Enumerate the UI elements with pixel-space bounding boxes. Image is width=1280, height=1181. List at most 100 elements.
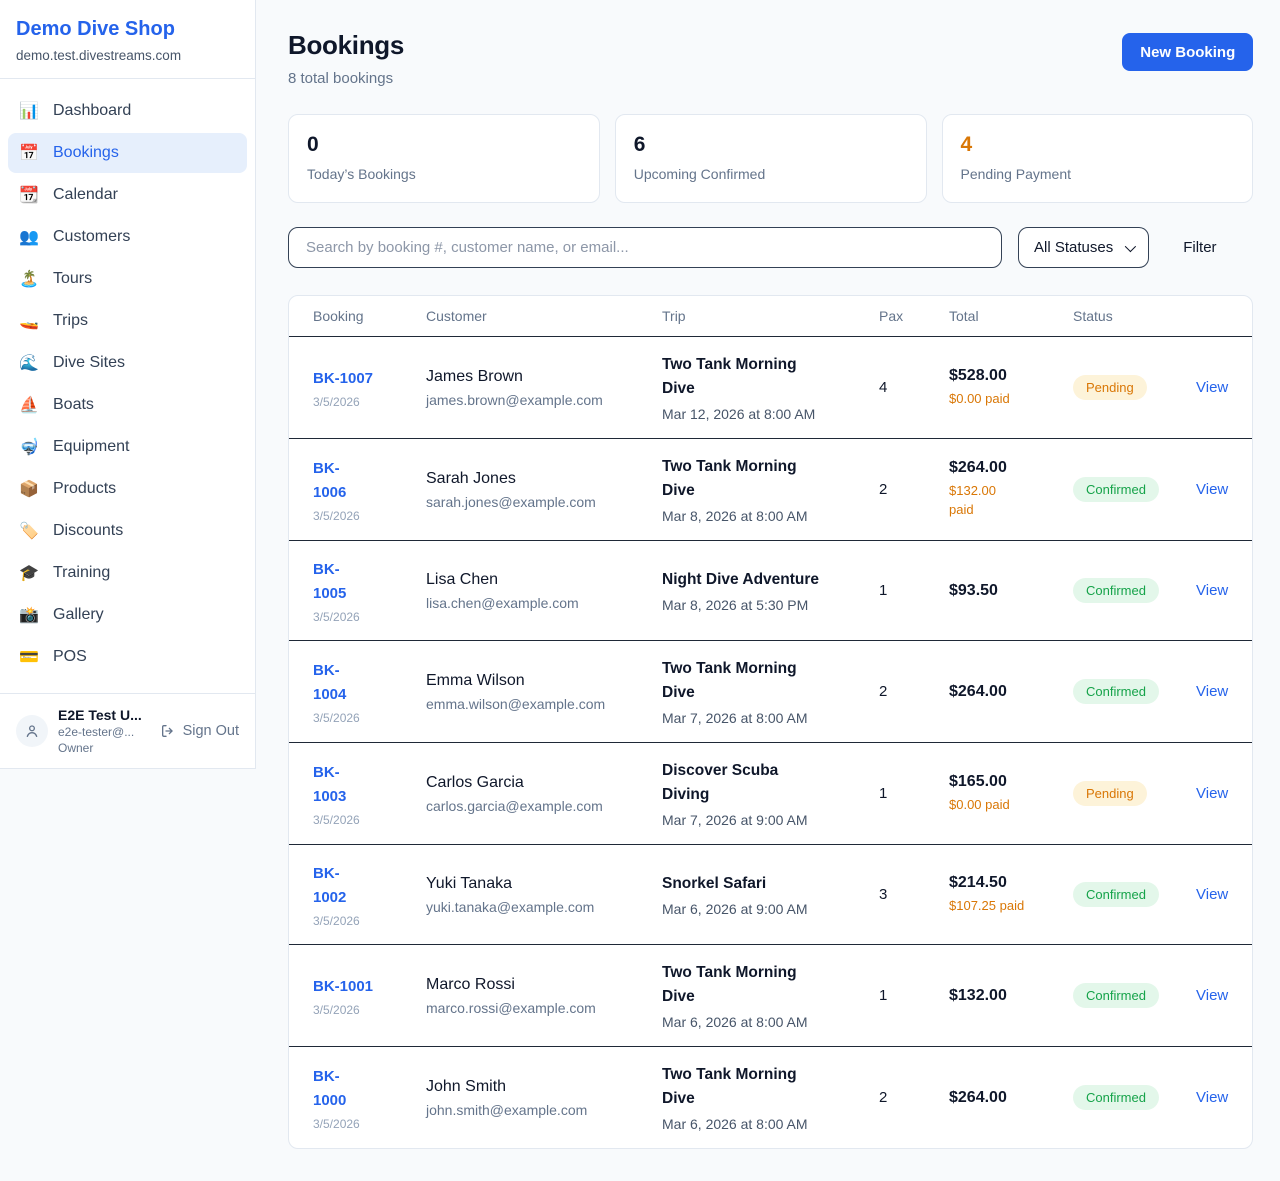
- pax-count: 4: [879, 379, 888, 397]
- customer-name: James Brown: [426, 367, 523, 385]
- trip-name: Snorkel Safari: [662, 875, 767, 893]
- total-amount: $264.00: [949, 459, 1007, 477]
- sidebar-item-customers[interactable]: 👥 Customers: [19, 228, 131, 246]
- shop-name[interactable]: Demo Dive Shop: [16, 18, 175, 40]
- pax-count: 1: [879, 987, 888, 1005]
- sidebar-item-gallery[interactable]: 📸 Gallery: [19, 606, 104, 624]
- column-header-pax: Pax: [879, 308, 904, 324]
- total-amount: $214.50: [949, 873, 1007, 891]
- sidebar-item-discounts[interactable]: 🏷️ Discounts: [19, 522, 124, 540]
- pax-count: 1: [879, 582, 888, 600]
- stat-label: Today’s Bookings: [307, 166, 416, 182]
- tear-off-calendar-icon: 📆: [19, 187, 39, 204]
- customer-name: John Smith: [426, 1077, 507, 1095]
- trip-name: Two Tank Morning Dive: [662, 458, 797, 500]
- booking-id-link[interactable]: BK- 1004: [313, 661, 347, 703]
- bookings-table: Booking Customer Trip Pax Total Status B…: [288, 295, 1254, 1150]
- customer-email: james.brown@example.com: [426, 391, 603, 408]
- booking-id-link[interactable]: BK-1007: [313, 369, 374, 387]
- booking-id-link[interactable]: BK-1001: [313, 977, 374, 995]
- sidebar-item-trips[interactable]: 🚤 Trips: [19, 312, 88, 330]
- status-filter-select[interactable]: All Statuses: [1018, 227, 1150, 268]
- bar-chart-icon: 📊: [19, 103, 39, 120]
- total-amount: $264.00: [949, 682, 1007, 700]
- view-link[interactable]: View: [1196, 581, 1229, 599]
- sidebar-item-products[interactable]: 📦 Products: [19, 480, 117, 498]
- table-header-row: Booking Customer Trip Pax Total Status: [289, 296, 1253, 337]
- amount-paid: $0.00 paid: [949, 390, 1010, 406]
- sign-out-icon: [161, 725, 173, 737]
- status-badge: Confirmed: [1073, 882, 1159, 908]
- booking-id-link[interactable]: BK- 1006: [313, 459, 347, 501]
- new-booking-button[interactable]: New Booking: [1122, 33, 1254, 71]
- table-row: BK- 1004 3/5/2026 Emma Wilson emma.wilso…: [289, 641, 1253, 744]
- stat-card: 4 Pending Payment: [941, 114, 1254, 203]
- table-row: BK- 1000 3/5/2026 John Smith john.smith@…: [289, 1047, 1252, 1148]
- trip-name: Two Tank Morning Dive: [662, 356, 797, 398]
- amount-paid: $107.25 paid: [949, 897, 1025, 913]
- view-link[interactable]: View: [1196, 784, 1229, 802]
- sign-out-label: Sign Out: [182, 723, 239, 739]
- table-row: BK- 1005 3/5/2026 Lisa Chen lisa.chen@ex…: [289, 541, 1253, 642]
- sailboat-icon: ⛵: [19, 397, 39, 414]
- pax-count: 2: [879, 481, 888, 499]
- customer-email: marco.rossi@example.com: [426, 999, 596, 1016]
- view-link[interactable]: View: [1196, 480, 1229, 498]
- customer-name: Marco Rossi: [426, 975, 515, 993]
- trip-datetime: Mar 12, 2026 at 8:00 AM: [662, 406, 816, 423]
- filter-button[interactable]: Filter: [1183, 239, 1217, 256]
- status-badge: Confirmed: [1073, 983, 1159, 1009]
- table-body: BK-1007 3/5/2026 James Brown james.brown…: [289, 337, 1253, 1148]
- amount-paid: $132.00 paid: [949, 483, 996, 518]
- diving-mask-icon: 🤿: [19, 439, 39, 456]
- sidebar-item-dashboard[interactable]: 📊 Dashboard: [19, 102, 132, 120]
- customer-name: Lisa Chen: [426, 570, 499, 588]
- sidebar-item-pos[interactable]: 💳 POS: [19, 648, 87, 666]
- stat-label: Pending Payment: [960, 166, 1072, 182]
- customer-name: Yuki Tanaka: [426, 874, 512, 892]
- column-header-booking: Booking: [313, 308, 364, 324]
- sidebar-item-boats[interactable]: ⛵ Boats: [19, 396, 94, 414]
- booking-id-link[interactable]: BK- 1005: [313, 560, 347, 602]
- sidebar-item-equipment[interactable]: 🤿 Equipment: [19, 438, 130, 456]
- user-email: e2e-tester@...: [58, 725, 135, 739]
- chevron-down-icon: [1124, 240, 1137, 252]
- trip-datetime: Mar 6, 2026 at 9:00 AM: [662, 901, 808, 918]
- view-link[interactable]: View: [1196, 1088, 1229, 1106]
- stats-row: 0 Today’s Bookings 6 Upcoming Confirmed …: [288, 114, 1254, 203]
- trip-datetime: Mar 8, 2026 at 5:30 PM: [662, 597, 809, 614]
- column-header-trip: Trip: [662, 308, 686, 324]
- booking-date: 3/5/2026: [313, 609, 360, 624]
- wave-icon: 🌊: [19, 355, 39, 372]
- tag-icon: 🏷️: [19, 523, 39, 540]
- camera-icon: 📸: [19, 607, 39, 624]
- page-header: Bookings 8 total bookings New Booking: [288, 30, 1254, 87]
- search-input[interactable]: [288, 227, 1002, 268]
- booking-id-link[interactable]: BK- 1002: [313, 864, 347, 906]
- view-link[interactable]: View: [1196, 682, 1229, 700]
- booking-date: 3/5/2026: [313, 812, 360, 827]
- view-link[interactable]: View: [1196, 378, 1229, 396]
- view-link[interactable]: View: [1196, 986, 1229, 1004]
- status-filter-value: All Statuses: [1034, 239, 1114, 256]
- sidebar-item-training[interactable]: 🎓 Training: [19, 564, 111, 582]
- island-icon: 🏝️: [19, 271, 39, 288]
- booking-date: 3/5/2026: [313, 1002, 360, 1017]
- table-row: BK- 1002 3/5/2026 Yuki Tanaka yuki.tanak…: [289, 845, 1253, 946]
- view-link[interactable]: View: [1196, 885, 1229, 903]
- sidebar-item-dive-sites[interactable]: 🌊 Dive Sites: [19, 354, 126, 372]
- total-amount: $93.50: [949, 581, 998, 599]
- customer-name: Sarah Jones: [426, 469, 516, 487]
- table-row: BK- 1003 3/5/2026 Carlos Garcia carlos.g…: [289, 743, 1253, 846]
- total-amount: $264.00: [949, 1088, 1007, 1106]
- sidebar-item-calendar[interactable]: 📆 Calendar: [19, 186, 118, 204]
- booking-id-link[interactable]: BK- 1000: [313, 1067, 347, 1109]
- column-header-customer: Customer: [426, 308, 487, 324]
- sign-out-button[interactable]: Sign Out: [160, 723, 239, 739]
- booking-id-link[interactable]: BK- 1003: [313, 763, 347, 805]
- customer-name: Carlos Garcia: [426, 773, 524, 791]
- sidebar-item-bookings[interactable]: 📅 Bookings: [8, 133, 247, 173]
- sidebar-item-tours[interactable]: 🏝️ Tours: [19, 270, 93, 288]
- table-row: BK- 1006 3/5/2026 Sarah Jones sarah.jone…: [289, 439, 1253, 542]
